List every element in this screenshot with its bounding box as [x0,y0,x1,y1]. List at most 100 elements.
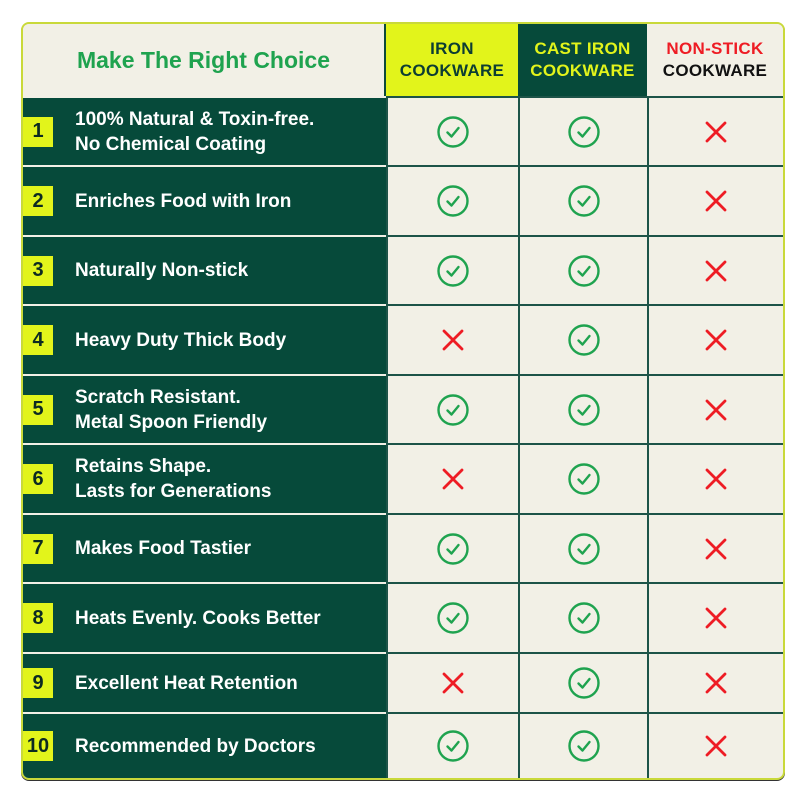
cross-icon [441,467,465,491]
check-circle-icon [436,532,470,566]
comparison-cell [518,513,647,582]
column-header-iron: IRON COOKWARE [386,24,518,96]
comparison-cell [647,304,783,374]
feature-text: Enriches Food with Iron [75,189,291,214]
comparison-cell [647,652,783,712]
feature-row-label: 8 Heats Evenly. Cooks Better [23,582,386,652]
check-circle-icon [567,729,601,763]
feature-line2: No Chemical Coating [75,133,267,155]
column-header-line2: COOKWARE [662,61,768,80]
cross-icon [704,189,728,213]
column-header-line1: IRON [430,39,474,58]
comparison-cell [386,96,518,165]
comparison-cell [647,443,783,513]
cross-icon [704,734,728,758]
table-title: Make The Right Choice [23,24,386,96]
feature-text: Naturally Non-stick [75,258,248,283]
cross-icon [704,537,728,561]
check-circle-icon [436,184,470,218]
check-circle-icon [436,254,470,288]
check-circle-icon [436,601,470,635]
feature-text: Makes Food Tastier [75,536,251,561]
column-header-non-stick: NON-STICK COOKWARE [647,24,783,96]
feature-line1: Heavy Duty Thick Body [75,329,287,351]
comparison-cell [386,443,518,513]
row-number: 10 [23,731,53,761]
check-circle-icon [567,532,601,566]
cross-icon [704,398,728,422]
cross-icon [704,328,728,352]
check-circle-icon [567,184,601,218]
comparison-cell [386,712,518,778]
cross-icon [704,120,728,144]
comparison-cell [386,374,518,443]
comparison-cell [647,712,783,778]
comparison-cell [518,304,647,374]
comparison-cell [386,513,518,582]
feature-line1: Scratch Resistant. [75,386,241,408]
check-circle-icon [567,462,601,496]
feature-line1: Enriches Food with Iron [75,190,292,212]
feature-text: Heats Evenly. Cooks Better [75,606,321,631]
feature-line1: Retains Shape. [75,456,212,477]
column-header-line2: COOKWARE [399,61,505,80]
cross-icon [704,467,728,491]
feature-text: 100% Natural & Toxin-free. No Chemical Co… [75,107,314,157]
feature-line2: Lasts for Generations [75,481,272,502]
comparison-cell [518,712,647,778]
cross-icon [704,259,728,283]
cross-icon [441,671,465,695]
cross-icon [704,671,728,695]
comparison-cell [647,513,783,582]
feature-row-label: 7 Makes Food Tastier [23,513,386,582]
row-number: 3 [23,255,53,286]
check-circle-icon [436,729,470,763]
comparison-cell [647,235,783,304]
feature-line2: Metal Spoon Friendly [75,411,268,433]
comparison-cell [518,235,647,304]
feature-text: Excellent Heat Retention [75,671,298,696]
check-circle-icon [436,393,470,427]
comparison-cell [647,374,783,443]
check-circle-icon [567,254,601,288]
comparison-cell [647,582,783,652]
check-circle-icon [567,323,601,357]
row-number: 8 [23,603,53,633]
feature-text: Heavy Duty Thick Body [75,328,286,353]
column-header-cast-iron: CAST IRON COOKWARE [518,24,647,96]
comparison-cell [518,443,647,513]
comparison-cell [647,96,783,165]
row-number: 6 [23,464,53,494]
feature-row-label: 6 Retains Shape. Lasts for Generations [23,443,386,513]
row-number: 9 [23,668,53,698]
feature-row-label: 5 Scratch Resistant. Metal Spoon Friendly [23,374,386,443]
row-number: 2 [23,186,53,216]
column-header-line2: COOKWARE [530,61,635,80]
feature-line1: Naturally Non-stick [75,260,249,281]
check-circle-icon [567,601,601,635]
column-header-line1: NON-STICK [666,39,764,58]
feature-row-label: 4 Heavy Duty Thick Body [23,304,386,374]
check-circle-icon [436,115,470,149]
comparison-cell [518,652,647,712]
row-number: 7 [23,533,53,564]
comparison-cell [386,652,518,712]
comparison-cell [386,165,518,235]
comparison-table: Make The Right Choice IRON COOKWARE CAST… [21,22,785,780]
check-circle-icon [567,393,601,427]
comparison-cell [518,582,647,652]
feature-line1: Heats Evenly. Cooks Better [75,607,321,629]
cross-icon [441,328,465,352]
check-circle-icon [567,115,601,149]
cross-icon [704,606,728,630]
comparison-cell [386,304,518,374]
feature-row-label: 3 Naturally Non-stick [23,235,386,304]
check-circle-icon [567,666,601,700]
comparison-cell [647,165,783,235]
feature-line1: Recommended by Doctors [75,735,316,757]
comparison-cell [518,374,647,443]
feature-text: Retains Shape. Lasts for Generations [75,454,271,504]
comparison-cell [518,96,647,165]
comparison-cell [386,235,518,304]
feature-line1: Excellent Heat Retention [75,672,298,694]
